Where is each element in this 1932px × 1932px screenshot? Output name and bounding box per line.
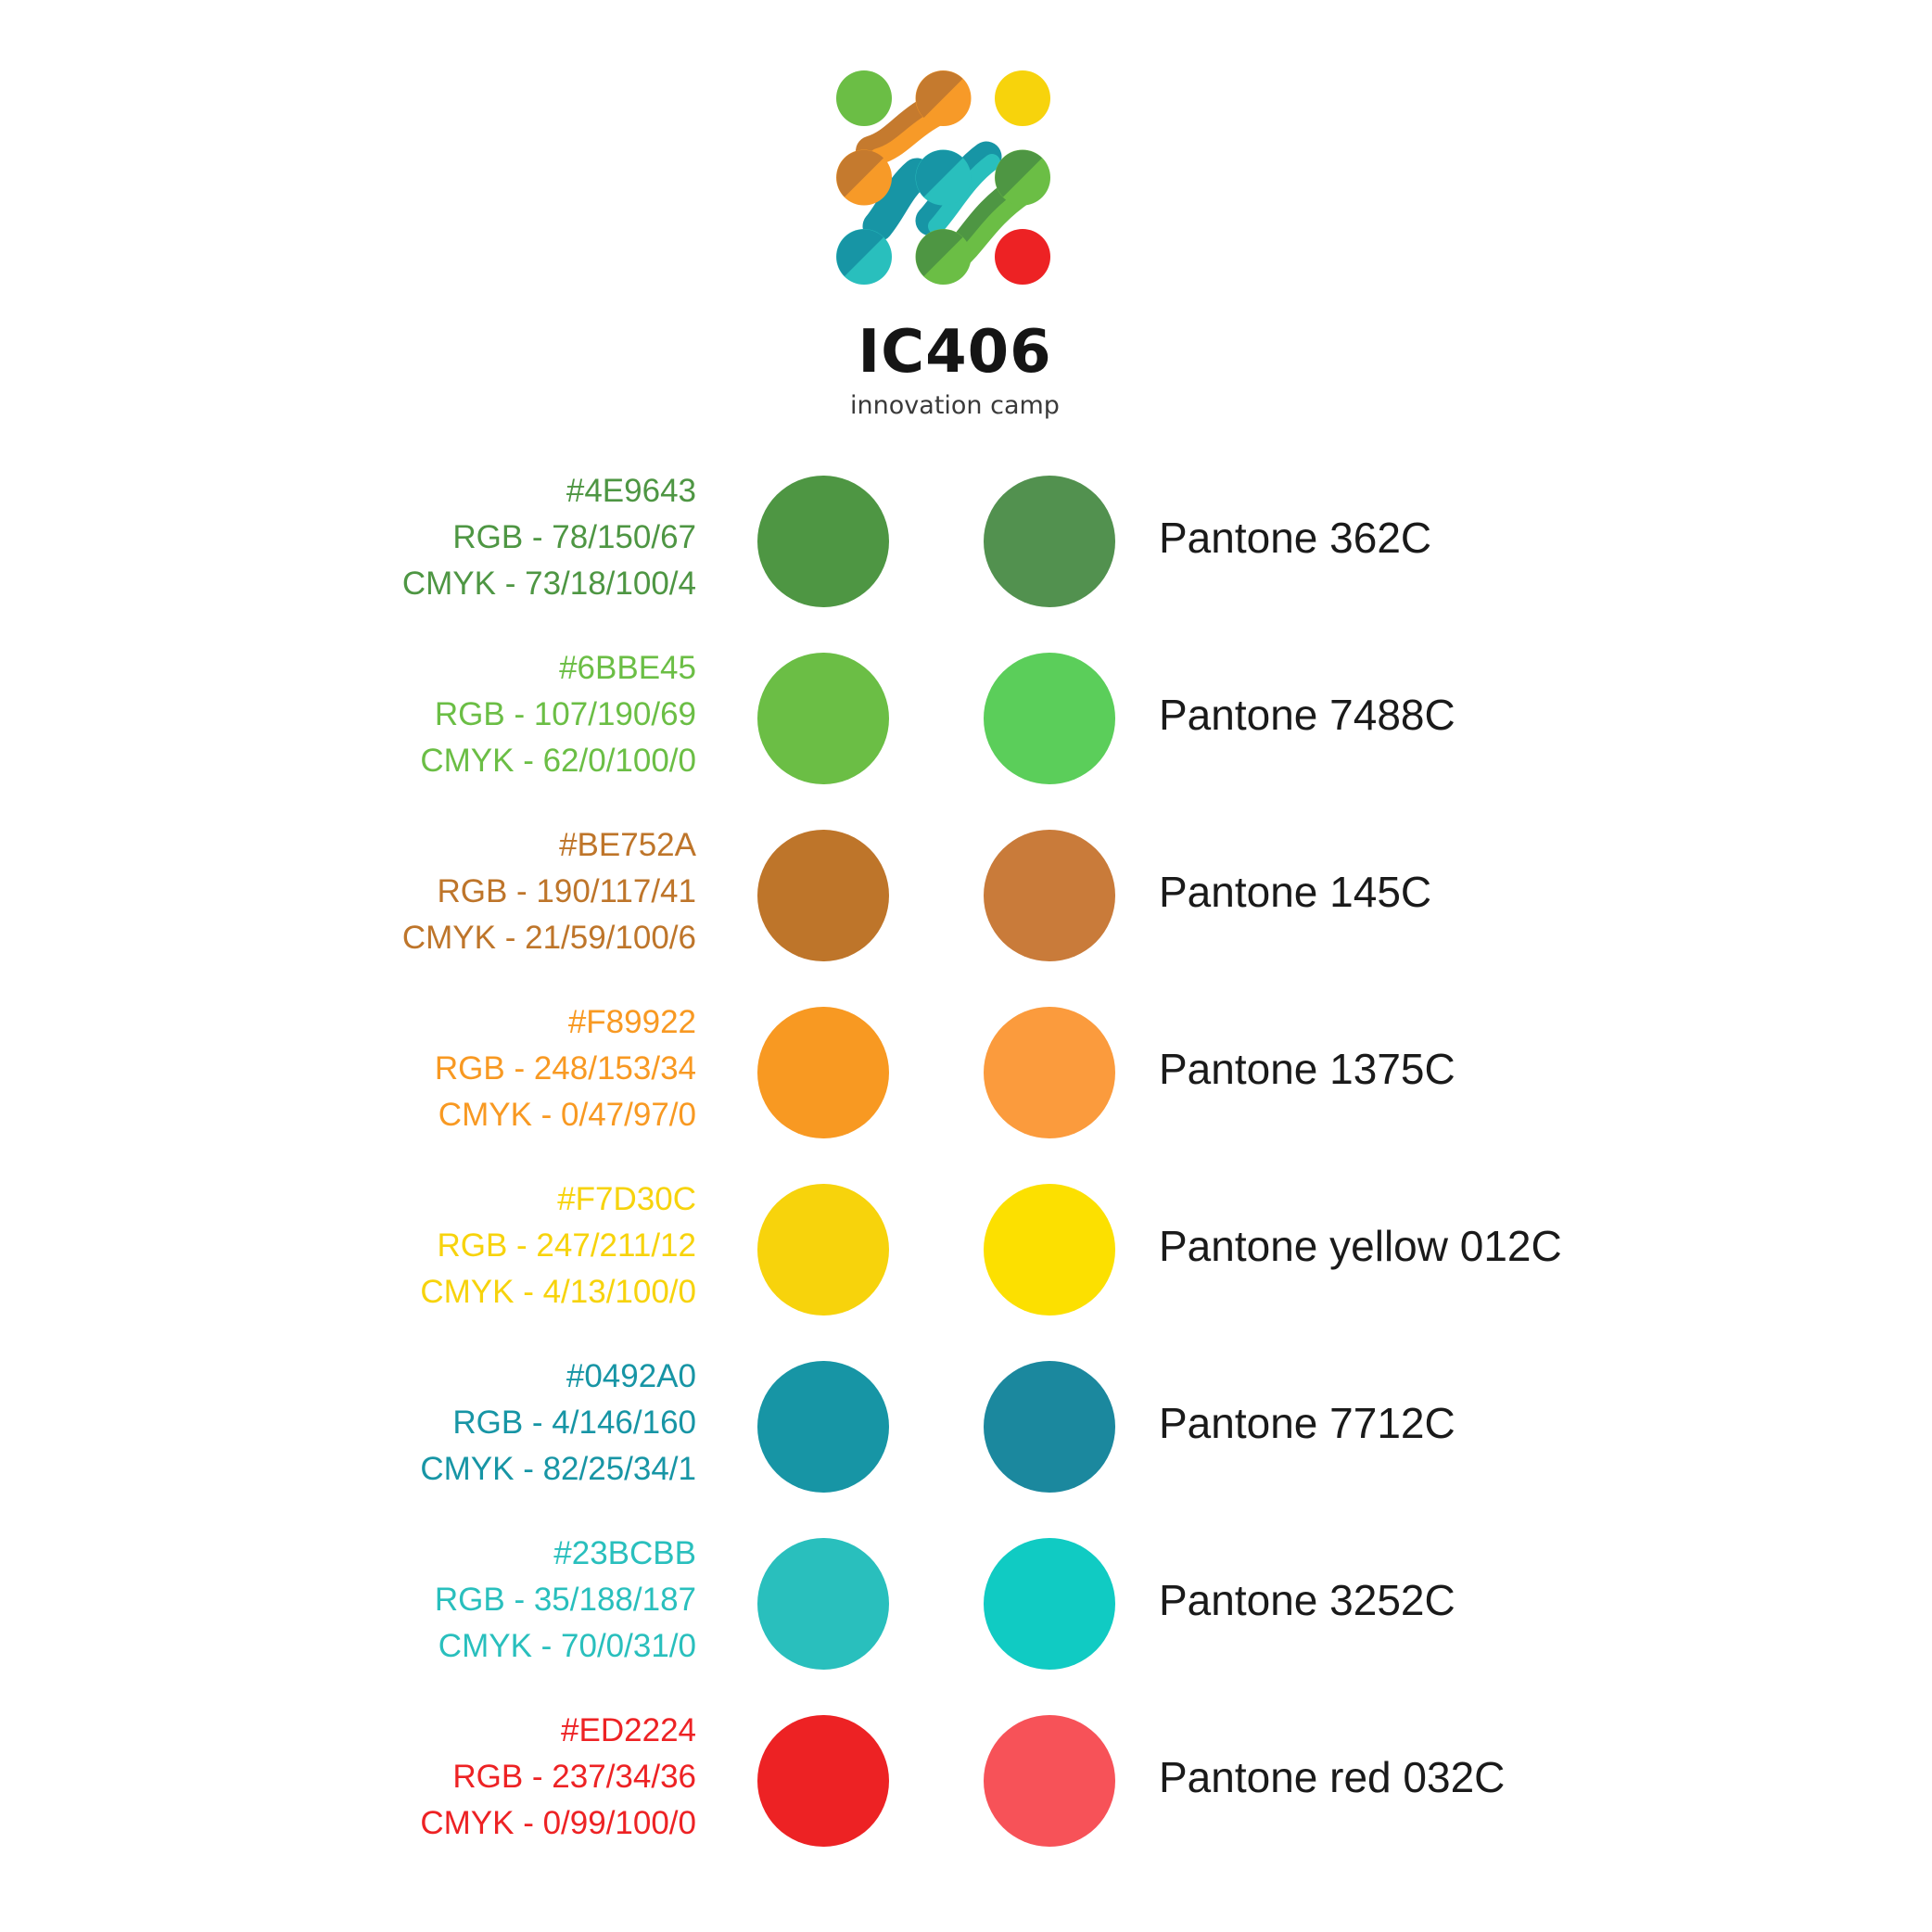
pantone-name: Pantone 1375C: [1159, 1045, 1455, 1093]
color-spec: #F7D30C RGB - 247/211/12 CMYK - 4/13/100/0: [420, 1176, 696, 1316]
pantone-name: Pantone red 032C: [1159, 1753, 1506, 1801]
color-swatch-row: #ED2224 RGB - 237/34/36 CMYK - 0/99/100/0 P…: [0, 1708, 1932, 1884]
digital-color-dot: [757, 1184, 889, 1316]
color-spec: #BE752A RGB - 190/117/41 CMYK - 21/59/100/…: [402, 822, 696, 961]
pantone-name: Pantone 3252C: [1159, 1576, 1455, 1624]
color-swatch-row: #4E9643 RGB - 78/150/67 CMYK - 73/18/100/4…: [0, 468, 1932, 644]
color-hex-value: #F7D30C: [557, 1181, 696, 1217]
logo-title: IC406: [858, 318, 1052, 387]
ic406-logo-mark: [836, 70, 1050, 285]
logo-subtitle: innovation camp: [850, 391, 1060, 420]
color-swatch-row: #6BBE45 RGB - 107/190/69 CMYK - 62/0/100/0…: [0, 645, 1932, 821]
color-rgb-value: RGB - 247/211/12: [437, 1227, 696, 1264]
pantone-color-dot: [984, 1715, 1115, 1847]
pantone-name: Pantone 7488C: [1159, 691, 1455, 739]
color-hex-value: #ED2224: [561, 1712, 696, 1748]
color-spec: #F89922 RGB - 248/153/34 CMYK - 0/47/97/0: [435, 999, 696, 1138]
color-hex-value: #23BCBB: [553, 1535, 696, 1571]
color-swatch-row: #23BCBB RGB - 35/188/187 CMYK - 70/0/31/0 P…: [0, 1531, 1932, 1707]
color-swatch-row: #F7D30C RGB - 247/211/12 CMYK - 4/13/100/0…: [0, 1176, 1932, 1353]
color-spec: #0492A0 RGB - 4/146/160 CMYK - 82/25/34/1: [420, 1354, 696, 1493]
digital-color-dot: [757, 830, 889, 961]
pantone-color-dot: [984, 830, 1115, 961]
color-swatch-row: #0492A0 RGB - 4/146/160 CMYK - 82/25/34/1 P…: [0, 1354, 1932, 1530]
color-spec: #6BBE45 RGB - 107/190/69 CMYK - 62/0/100/0: [420, 645, 696, 784]
pantone-color-dot: [984, 1007, 1115, 1138]
digital-color-dot: [757, 476, 889, 607]
digital-color-dot: [757, 1361, 889, 1493]
color-rgb-value: RGB - 107/190/69: [434, 696, 696, 732]
pantone-color-dot: [984, 1361, 1115, 1493]
color-swatch-row: #F89922 RGB - 248/153/34 CMYK - 0/47/97/0 P…: [0, 999, 1932, 1176]
color-cmyk-value: CMYK - 21/59/100/6: [401, 920, 696, 956]
digital-color-dot: [757, 653, 889, 784]
digital-color-dot: [757, 1715, 889, 1847]
pantone-name: Pantone 362C: [1159, 514, 1432, 562]
color-swatch-row: #BE752A RGB - 190/117/41 CMYK - 21/59/100/…: [0, 822, 1932, 998]
pantone-color-dot: [984, 1538, 1115, 1670]
color-cmyk-value: CMYK - 0/99/100/0: [420, 1805, 696, 1841]
digital-color-dot: [757, 1538, 889, 1670]
ic406-logo: IC406 innovation camp: [816, 65, 1112, 418]
color-rgb-value: RGB - 190/117/41: [437, 873, 696, 909]
color-spec: #4E9643 RGB - 78/150/67 CMYK - 73/18/100/4: [402, 468, 696, 607]
color-hex-value: #4E9643: [566, 473, 696, 509]
pantone-color-dot: [984, 653, 1115, 784]
color-spec: #ED2224 RGB - 237/34/36 CMYK - 0/99/100/0: [420, 1708, 696, 1847]
digital-color-dot: [757, 1007, 889, 1138]
color-cmyk-value: CMYK - 4/13/100/0: [420, 1274, 696, 1310]
color-rgb-value: RGB - 248/153/34: [434, 1050, 696, 1087]
pantone-name: Pantone 145C: [1159, 868, 1432, 916]
pantone-name: Pantone 7712C: [1159, 1399, 1455, 1447]
color-hex-value: #6BBE45: [559, 650, 696, 686]
color-cmyk-value: CMYK - 62/0/100/0: [420, 743, 696, 779]
color-rgb-value: RGB - 4/146/160: [452, 1405, 696, 1441]
pantone-color-dot: [984, 476, 1115, 607]
color-hex-value: #0492A0: [566, 1358, 696, 1394]
color-cmyk-value: CMYK - 73/18/100/4: [401, 566, 696, 602]
color-cmyk-value: CMYK - 70/0/31/0: [438, 1628, 696, 1664]
color-hex-value: #BE752A: [559, 827, 696, 863]
pantone-color-dot: [984, 1184, 1115, 1316]
color-rgb-value: RGB - 35/188/187: [434, 1582, 696, 1618]
color-rgb-value: RGB - 237/34/36: [452, 1759, 696, 1795]
color-cmyk-value: CMYK - 82/25/34/1: [420, 1451, 696, 1487]
pantone-name: Pantone yellow 012C: [1159, 1222, 1562, 1270]
color-rgb-value: RGB - 78/150/67: [452, 519, 696, 555]
color-hex-value: #F89922: [567, 1004, 696, 1040]
color-spec: #23BCBB RGB - 35/188/187 CMYK - 70/0/31/0: [435, 1531, 696, 1670]
color-cmyk-value: CMYK - 0/47/97/0: [438, 1097, 696, 1133]
